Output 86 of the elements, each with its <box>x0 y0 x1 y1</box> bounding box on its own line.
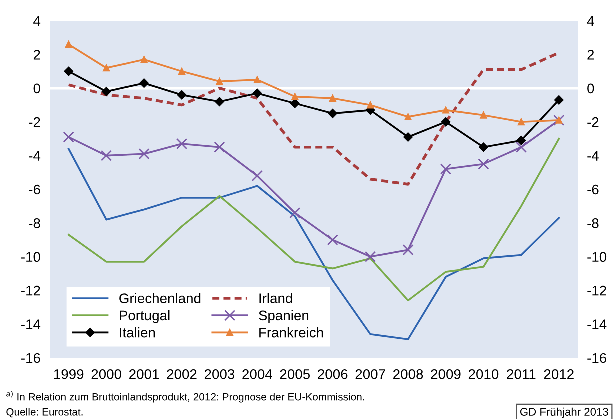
point <box>140 78 149 88</box>
point <box>254 76 261 84</box>
point <box>292 93 299 100</box>
x-tick-label: 2002 <box>167 369 197 380</box>
point <box>402 244 414 256</box>
point <box>480 112 488 119</box>
point <box>440 164 452 175</box>
point <box>441 117 451 127</box>
x-tick-label: 2005 <box>280 369 310 380</box>
point <box>215 97 224 107</box>
y2-tick-label: -4 <box>588 151 599 161</box>
point <box>365 251 376 262</box>
point <box>327 234 338 246</box>
legend-label: Frankreich <box>260 328 324 338</box>
point <box>103 64 110 72</box>
y2-tick-label: -6 <box>588 184 599 195</box>
x-tick-label: 2010 <box>468 369 499 380</box>
legend-label: Griechenland <box>120 293 201 304</box>
y-tick-label: -8 <box>29 218 40 228</box>
point <box>138 148 150 160</box>
point <box>516 136 526 146</box>
x-tick-label: 1999 <box>54 369 84 380</box>
y2-tick-label: -12 <box>588 286 606 296</box>
legend-label: Spanien <box>259 310 309 324</box>
point <box>478 158 490 170</box>
text: GD Frühjahr 2013 <box>520 408 608 418</box>
point <box>328 109 338 118</box>
x-tick-label: 2007 <box>356 369 386 380</box>
y-tick-label: 0 <box>34 84 40 94</box>
point <box>63 132 74 143</box>
x-tick-label: 2000 <box>92 369 122 380</box>
y2-tick-label: 2 <box>588 50 594 60</box>
point <box>65 41 72 48</box>
source-note: Quelle: Eurostat. <box>6 408 83 418</box>
point <box>64 66 74 76</box>
x-tick-label: 2004 <box>242 369 272 380</box>
point <box>518 118 525 126</box>
point <box>554 96 564 105</box>
line-series <box>68 138 560 302</box>
y2-tick-label: 0 <box>588 84 594 94</box>
point <box>290 98 300 108</box>
y-tick-label: -16 <box>22 353 40 364</box>
line-series <box>68 148 560 340</box>
point <box>329 95 336 102</box>
point <box>101 150 112 162</box>
text: $^{a)}$ In Relation zum Bruttoinlandsprodukt, 2012: Prognose der EU-Kommission. <box>6 391 364 403</box>
x-tick-label: 2001 <box>130 369 160 380</box>
y-tick-label: -14 <box>22 320 41 330</box>
point <box>252 88 262 98</box>
point <box>404 132 413 142</box>
point <box>252 170 263 182</box>
point <box>216 78 224 86</box>
point <box>442 106 450 114</box>
y-tick-label: 2 <box>34 50 40 60</box>
point <box>214 142 226 153</box>
y2-tick-label: 4 <box>587 16 594 26</box>
y2-tick-label: -8 <box>588 218 599 228</box>
point <box>367 102 374 109</box>
point <box>177 90 187 100</box>
y-tick-label: -4 <box>29 151 41 161</box>
y2-tick-label: -16 <box>588 353 606 364</box>
y-tick-label: 4 <box>34 16 41 26</box>
point <box>178 68 186 76</box>
x-tick-label: 2011 <box>507 369 536 380</box>
legend-label: Portugal <box>120 310 170 324</box>
y2-tick-label: -10 <box>588 252 607 262</box>
y2-tick-label: -2 <box>588 117 599 128</box>
y-tick-label: -6 <box>29 184 40 195</box>
x-tick-label: 2003 <box>204 369 235 380</box>
point <box>102 87 112 96</box>
point <box>404 114 412 121</box>
y-tick-label: -12 <box>22 286 40 296</box>
x-tick-label: 2009 <box>431 369 461 380</box>
point <box>290 208 301 219</box>
y-tick-label: -10 <box>22 252 40 262</box>
legend-label: Irland <box>260 293 292 304</box>
x-tick-label: 2012 <box>544 369 574 380</box>
point <box>516 142 527 153</box>
y-tick-label: -2 <box>29 117 40 128</box>
y2-tick-label: -14 <box>588 320 607 330</box>
x-tick-label: 2008 <box>394 369 424 380</box>
point <box>140 56 148 64</box>
legend-label: Italien <box>120 328 156 338</box>
point <box>176 138 188 150</box>
x-tick-label: 2006 <box>318 369 348 380</box>
point <box>479 142 488 152</box>
